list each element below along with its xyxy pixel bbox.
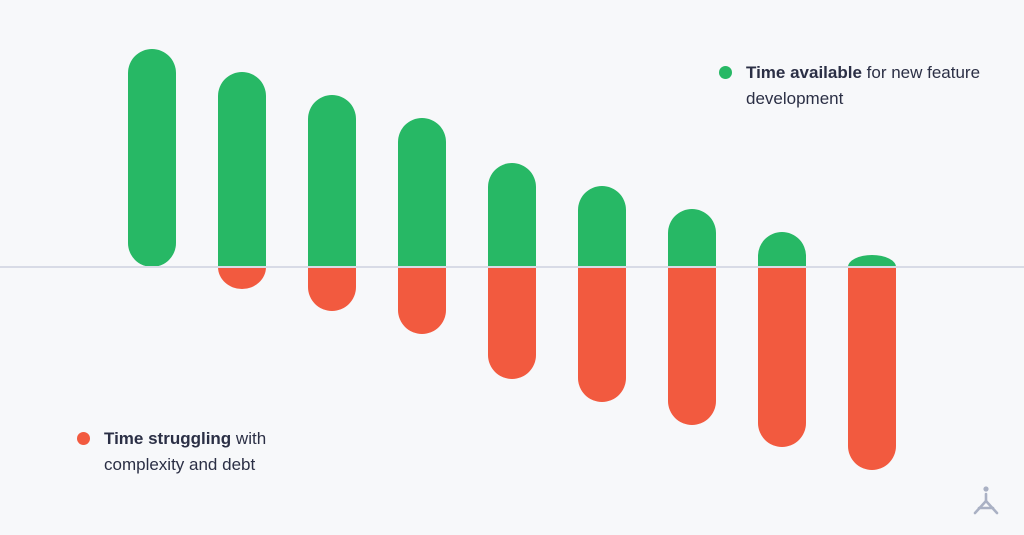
legend-struggling-bold: Time struggling [104, 429, 232, 448]
bar-struggling-7 [668, 267, 716, 425]
bar-available-7 [668, 209, 716, 267]
bar-available-9 [848, 255, 896, 267]
bar-available-6 [578, 186, 626, 267]
bar-available-1 [128, 49, 176, 267]
legend-item-time-available: Time available for new feature developme… [719, 60, 986, 112]
legend-item-time-struggling: Time struggling with complexity and debt [77, 426, 344, 478]
bars-group [128, 49, 896, 470]
bar-struggling-3 [308, 267, 356, 311]
legend-struggling-rest: with complexity and debt [104, 429, 267, 474]
legend-available-bold: Time available [746, 63, 862, 82]
legend-dot-red [77, 432, 90, 445]
bar-struggling-8 [758, 267, 806, 447]
legend-available-rest: for new feature development [746, 63, 981, 108]
bar-available-5 [488, 163, 536, 267]
bar-available-4 [398, 118, 446, 267]
tripod-logo-icon [973, 486, 999, 515]
legend-dot-green [719, 66, 732, 79]
bar-available-8 [758, 232, 806, 267]
bar-struggling-6 [578, 267, 626, 402]
bar-available-3 [308, 95, 356, 267]
bar-struggling-5 [488, 267, 536, 379]
bar-available-2 [218, 72, 266, 267]
bar-struggling-9 [848, 267, 896, 470]
bar-struggling-2 [218, 267, 266, 289]
bar-struggling-4 [398, 267, 446, 334]
